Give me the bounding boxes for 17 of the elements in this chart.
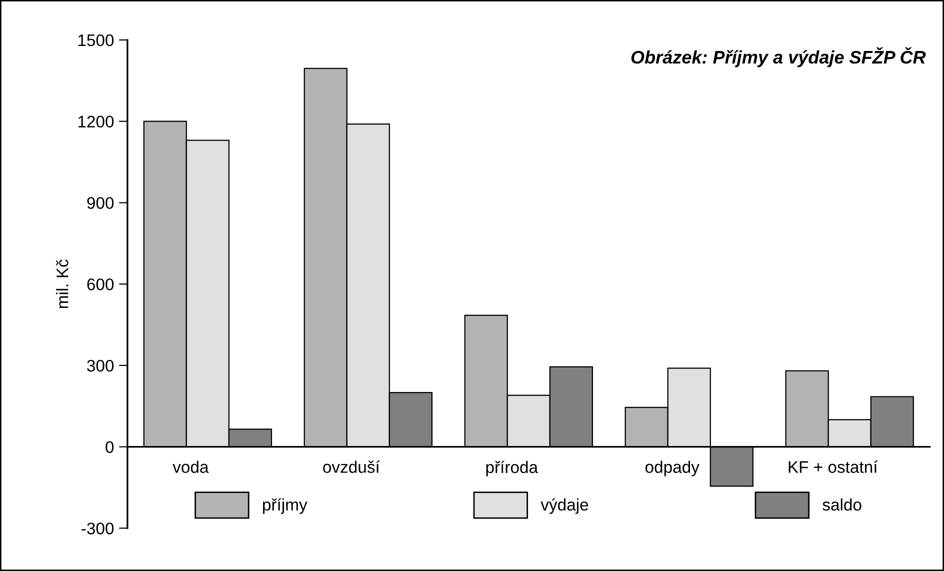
y-tick-label: 1500 [78, 34, 114, 46]
legend-label: saldo [822, 498, 862, 511]
y-tick-label: 1200 [78, 116, 114, 128]
y-tick-label: -300 [82, 522, 114, 534]
y-tick-label: 900 [87, 197, 114, 209]
x-tick-label: voda [172, 460, 209, 473]
x-tick-label: odpady [645, 460, 700, 476]
y-axis-title: mil. Kč [56, 260, 68, 308]
x-tick-label: ovzduší [323, 460, 380, 473]
legend-label: výdaje [540, 498, 588, 514]
y-tick-label: 600 [87, 278, 114, 290]
y-tick-label: 0 [106, 441, 114, 454]
x-tick-label: příroda [486, 460, 538, 476]
chart-title: Obrázek: Příjmy a výdaje SFŽP ČR [631, 47, 926, 68]
legend-label: příjmy [263, 498, 308, 514]
y-tick-label: 300 [87, 360, 114, 372]
x-tick-label: KF + ostatní [788, 460, 878, 473]
